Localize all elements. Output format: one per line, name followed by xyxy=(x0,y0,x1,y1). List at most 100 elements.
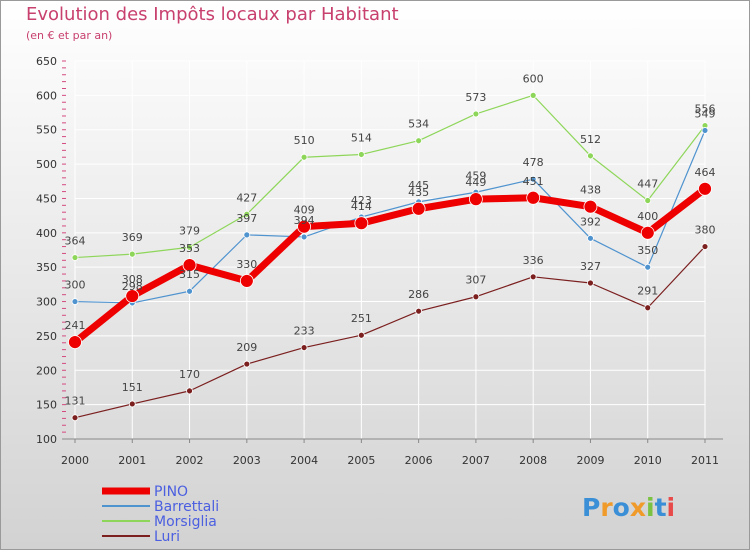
data-label-pino: 353 xyxy=(179,242,200,255)
y-tick-label: 150 xyxy=(36,399,57,412)
data-point-pino xyxy=(583,199,598,214)
logo-letter: P xyxy=(582,493,600,522)
data-label-barrettali: 298 xyxy=(122,280,143,293)
proxiti-logo: Proxiti xyxy=(582,493,675,522)
data-label-morsiglia: 534 xyxy=(408,118,429,131)
data-point-luri xyxy=(357,331,365,339)
chart-title: Evolution des Impôts locaux par Habitant xyxy=(26,4,399,25)
data-point-luri xyxy=(529,273,537,281)
data-point-luri xyxy=(71,414,79,422)
data-point-morsiglia xyxy=(243,210,251,218)
data-label-luri: 336 xyxy=(523,254,544,267)
y-tick-label: 600 xyxy=(36,89,57,102)
data-point-pino xyxy=(297,219,311,234)
y-tick-label: 500 xyxy=(36,158,57,171)
data-point-morsiglia xyxy=(472,110,480,118)
data-label-barrettali: 300 xyxy=(65,279,86,292)
data-label-luri: 307 xyxy=(465,274,486,287)
y-tick-label: 350 xyxy=(36,261,57,274)
data-point-pino xyxy=(469,192,483,207)
data-label-barrettali: 350 xyxy=(637,244,658,257)
data-label-luri: 151 xyxy=(122,381,143,394)
data-point-barrettali xyxy=(529,175,537,183)
data-label-luri: 209 xyxy=(236,341,257,354)
data-point-luri xyxy=(644,304,652,312)
data-point-pino xyxy=(239,274,254,288)
data-label-pino: 330 xyxy=(236,258,257,271)
x-tick-label: 2004 xyxy=(290,454,318,467)
data-point-luri xyxy=(243,360,251,368)
logo-letter: o xyxy=(613,493,630,522)
y-tick-label: 550 xyxy=(36,124,57,137)
x-tick-label: 2000 xyxy=(61,454,89,467)
y-tick-label: 650 xyxy=(36,55,57,68)
data-label-barrettali: 549 xyxy=(695,107,716,120)
data-point-barrettali xyxy=(644,263,652,271)
data-label-pino: 438 xyxy=(580,184,601,197)
data-label-morsiglia: 556 xyxy=(695,103,716,116)
x-tick-label: 2008 xyxy=(519,454,547,467)
data-label-pino: 409 xyxy=(294,204,315,217)
logo-letter: x xyxy=(630,493,646,522)
data-label-luri: 327 xyxy=(580,260,601,273)
data-point-pino xyxy=(698,181,712,196)
x-tick-label: 2011 xyxy=(691,454,719,467)
data-point-pino xyxy=(354,216,369,231)
x-tick-label: 2009 xyxy=(576,454,604,467)
series-line-luri xyxy=(74,245,706,419)
proxiti-logo-text: Proxiti xyxy=(582,493,675,522)
data-point-barrettali xyxy=(243,231,251,239)
logo-letter: i xyxy=(646,493,655,522)
data-point-morsiglia xyxy=(587,152,594,160)
data-point-luri xyxy=(415,307,423,315)
x-tick-label: 2010 xyxy=(634,454,662,467)
axis-layer: 100 150 200 250 300 350 400 450 500 550 600 650 2000… xyxy=(36,55,723,467)
data-label-barrettali: 478 xyxy=(523,156,544,169)
data-label-morsiglia: 447 xyxy=(637,178,658,191)
data-label-pino: 435 xyxy=(408,186,429,199)
data-point-luri xyxy=(701,243,709,250)
data-point-morsiglia xyxy=(128,250,136,258)
x-tick-label: 2001 xyxy=(118,454,146,467)
data-label-pino: 308 xyxy=(122,273,143,286)
data-label-barrettali: 423 xyxy=(351,194,372,207)
data-point-luri xyxy=(587,279,594,287)
data-point-morsiglia xyxy=(529,91,537,99)
data-label-luri: 380 xyxy=(695,224,716,237)
data-label-barrettali: 392 xyxy=(580,215,601,228)
data-label-morsiglia: 510 xyxy=(294,134,315,147)
data-label-luri: 170 xyxy=(179,368,200,381)
data-point-barrettali xyxy=(587,234,594,242)
data-label-morsiglia: 512 xyxy=(580,133,601,146)
data-label-luri: 286 xyxy=(408,288,429,301)
series-layer xyxy=(68,91,712,422)
y-tick-label: 250 xyxy=(36,330,57,343)
chart-subtitle: (en € et par an) xyxy=(26,29,113,42)
legend-label-barrettali: Barrettali xyxy=(154,499,219,515)
y-tick-label: 450 xyxy=(36,192,57,205)
data-point-barrettali xyxy=(71,298,79,305)
series-line-pino xyxy=(71,185,709,346)
data-label-barrettali: 445 xyxy=(408,179,429,192)
data-point-morsiglia xyxy=(644,197,652,204)
data-point-pino xyxy=(125,289,140,303)
data-point-morsiglia xyxy=(357,151,365,158)
x-tick-label: 2005 xyxy=(347,454,375,467)
legend-label-morsiglia: Morsiglia xyxy=(154,514,217,530)
data-label-pino: 464 xyxy=(695,166,716,179)
data-point-morsiglia xyxy=(415,137,423,145)
data-label-luri: 291 xyxy=(637,285,658,298)
data-point-pino xyxy=(411,201,426,216)
logo-letter: r xyxy=(600,493,613,522)
data-point-morsiglia xyxy=(300,153,308,161)
data-label-morsiglia: 369 xyxy=(122,231,143,244)
series-line-barrettali xyxy=(74,129,706,304)
data-label-morsiglia: 514 xyxy=(351,131,372,144)
data-label-barrettali: 394 xyxy=(294,214,315,227)
data-point-luri xyxy=(472,293,480,301)
logo-letter: t xyxy=(655,493,667,522)
data-label-pino: 451 xyxy=(523,175,544,188)
y-tick-label: 200 xyxy=(36,364,57,377)
